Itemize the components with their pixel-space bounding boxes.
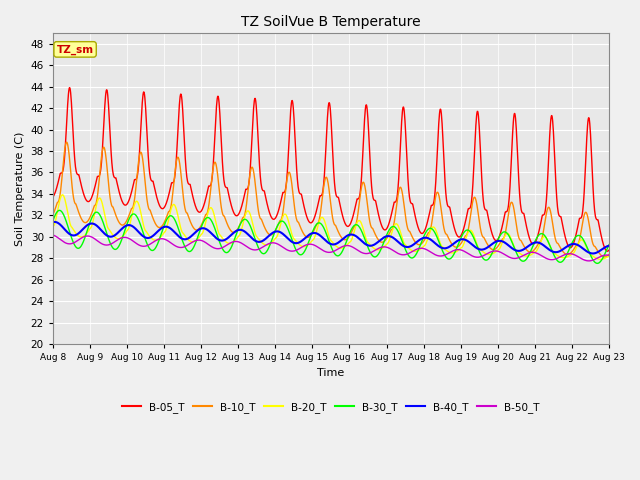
B-20_T (366, 241, 374, 247)
B-30_T (605, 242, 613, 248)
B-05_T (285, 134, 293, 140)
B-30_T (92, 209, 100, 215)
B-50_T (585, 258, 593, 264)
B-10_T (307, 233, 315, 239)
B-10_T (285, 169, 293, 175)
X-axis label: Time: Time (317, 368, 344, 378)
B-40_T (92, 222, 100, 228)
B-05_T (49, 194, 57, 200)
B-05_T (604, 248, 611, 254)
B-20_T (285, 221, 293, 227)
B-50_T (605, 252, 613, 258)
B-50_T (307, 241, 314, 247)
B-30_T (56, 207, 63, 213)
B-10_T (366, 218, 374, 224)
B-10_T (297, 225, 305, 231)
B-40_T (366, 243, 374, 249)
B-05_T (307, 220, 315, 226)
B-20_T (49, 224, 57, 230)
B-20_T (605, 253, 613, 259)
B-30_T (593, 261, 601, 266)
B-20_T (307, 240, 315, 245)
B-50_T (296, 245, 304, 251)
B-40_T (49, 219, 57, 225)
Y-axis label: Soil Temperature (C): Soil Temperature (C) (15, 132, 25, 246)
B-30_T (366, 249, 374, 254)
Legend: B-05_T, B-10_T, B-20_T, B-30_T, B-40_T, B-50_T: B-05_T, B-10_T, B-20_T, B-30_T, B-40_T, … (118, 397, 544, 417)
B-40_T (51, 219, 58, 225)
B-05_T (605, 247, 613, 253)
B-50_T (285, 248, 292, 253)
B-10_T (605, 252, 613, 257)
B-40_T (285, 237, 293, 243)
Text: TZ_sm: TZ_sm (56, 44, 93, 55)
B-30_T (285, 229, 293, 235)
Line: B-40_T: B-40_T (53, 222, 609, 253)
B-50_T (92, 237, 100, 242)
B-20_T (92, 203, 100, 209)
B-05_T (297, 191, 305, 197)
B-40_T (307, 231, 315, 237)
B-05_T (115, 188, 123, 193)
B-30_T (49, 218, 57, 224)
B-40_T (115, 229, 123, 235)
B-05_T (66, 85, 74, 91)
Line: B-30_T: B-30_T (53, 210, 609, 264)
B-50_T (49, 232, 57, 238)
B-40_T (589, 251, 596, 256)
B-50_T (115, 237, 122, 242)
Line: B-05_T: B-05_T (53, 88, 609, 251)
B-10_T (63, 139, 70, 145)
B-10_T (49, 212, 57, 218)
Title: TZ SoilVue B Temperature: TZ SoilVue B Temperature (241, 15, 420, 29)
B-30_T (115, 243, 123, 249)
B-40_T (605, 243, 613, 249)
B-20_T (297, 243, 305, 249)
B-20_T (115, 236, 123, 241)
B-40_T (297, 239, 305, 244)
B-20_T (596, 256, 604, 262)
B-10_T (601, 254, 609, 260)
B-20_T (59, 192, 67, 198)
Line: B-20_T: B-20_T (53, 195, 609, 259)
B-10_T (92, 200, 100, 205)
Line: B-50_T: B-50_T (53, 235, 609, 261)
B-30_T (307, 234, 315, 240)
Line: B-10_T: B-10_T (53, 142, 609, 257)
B-30_T (297, 252, 305, 258)
B-05_T (366, 152, 374, 157)
B-10_T (115, 219, 123, 225)
B-05_T (92, 179, 100, 184)
B-50_T (365, 250, 373, 256)
